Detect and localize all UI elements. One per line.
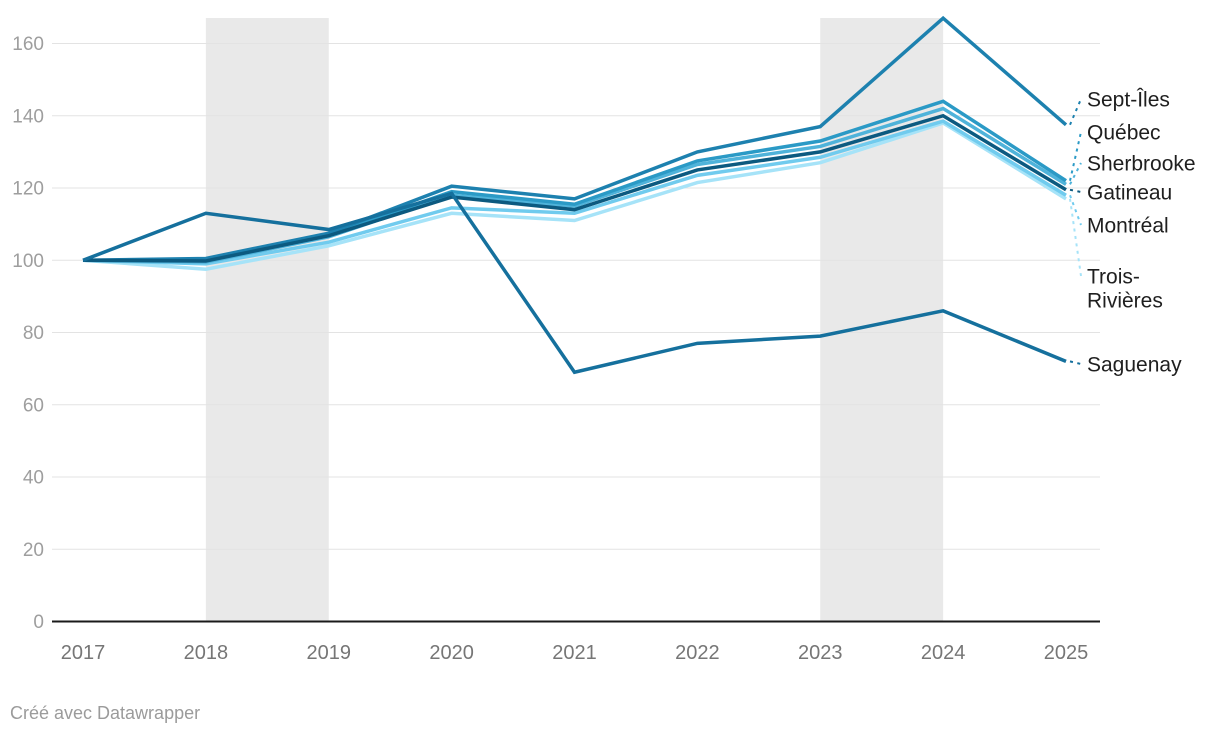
x-tick-label: 2023 [798, 642, 843, 664]
x-tick-label: 2018 [184, 642, 229, 664]
highlight-band [205, 18, 329, 622]
legend-label-sherbrooke: Sherbrooke [1087, 152, 1196, 175]
legend-leader-trois-rivieres [1069, 198, 1082, 277]
series-line-sept-iles[interactable] [82, 15, 1068, 262]
y-tick-label: 60 [23, 395, 44, 416]
series-line-gatineau[interactable] [82, 113, 1067, 263]
legend-label-sept-iles: Sept-Îles [1087, 88, 1170, 111]
line-chart: 0 20 40 60 80 100 120 140 160 2017 2018 2019 2020 202… [12, 15, 1196, 664]
y-tick-label: 80 [23, 323, 44, 344]
legend-leader-sherbrooke [1069, 162, 1082, 185]
legend-label-gatineau: Gatineau [1087, 181, 1172, 204]
x-tick-label: 2025 [1044, 642, 1089, 664]
legend-leader-saguenay [1069, 360, 1082, 365]
legend-leader-montreal [1069, 194, 1082, 226]
x-tick-label: 2020 [429, 642, 474, 664]
y-tick-label: 160 [12, 34, 44, 55]
legend-label-quebec: Québec [1087, 121, 1161, 144]
y-tick-label: 100 [12, 251, 44, 272]
attribution-link[interactable]: Créé avec Datawrapper [10, 703, 201, 723]
x-tick-label: 2017 [61, 642, 106, 664]
series-line-trois-rivieres[interactable] [82, 121, 1067, 272]
highlight-band [820, 18, 944, 622]
series-line-montreal[interactable] [82, 119, 1067, 266]
legend-leader-gatineau [1069, 188, 1082, 193]
x-tick-label: 2021 [552, 642, 597, 664]
legend-label-saguenay: Saguenay [1087, 353, 1182, 376]
y-tick-label: 0 [33, 612, 44, 633]
x-tick-label: 2024 [921, 642, 966, 664]
legend-label-trois-rivieres: Trois- [1087, 265, 1140, 288]
legend-leader-sept-iles [1069, 98, 1082, 126]
y-tick-label: 20 [23, 540, 44, 561]
legend-label-trois-rivieres: Rivières [1087, 289, 1163, 312]
y-tick-label: 140 [12, 106, 44, 127]
legend-leader-quebec [1069, 131, 1082, 181]
x-tick-label: 2019 [307, 642, 352, 664]
x-tick-label: 2022 [675, 642, 720, 664]
legend-label-montreal: Montréal [1087, 214, 1169, 237]
series-line-saguenay[interactable] [82, 191, 1067, 375]
y-tick-label: 40 [23, 468, 44, 489]
y-tick-label: 120 [12, 179, 44, 200]
